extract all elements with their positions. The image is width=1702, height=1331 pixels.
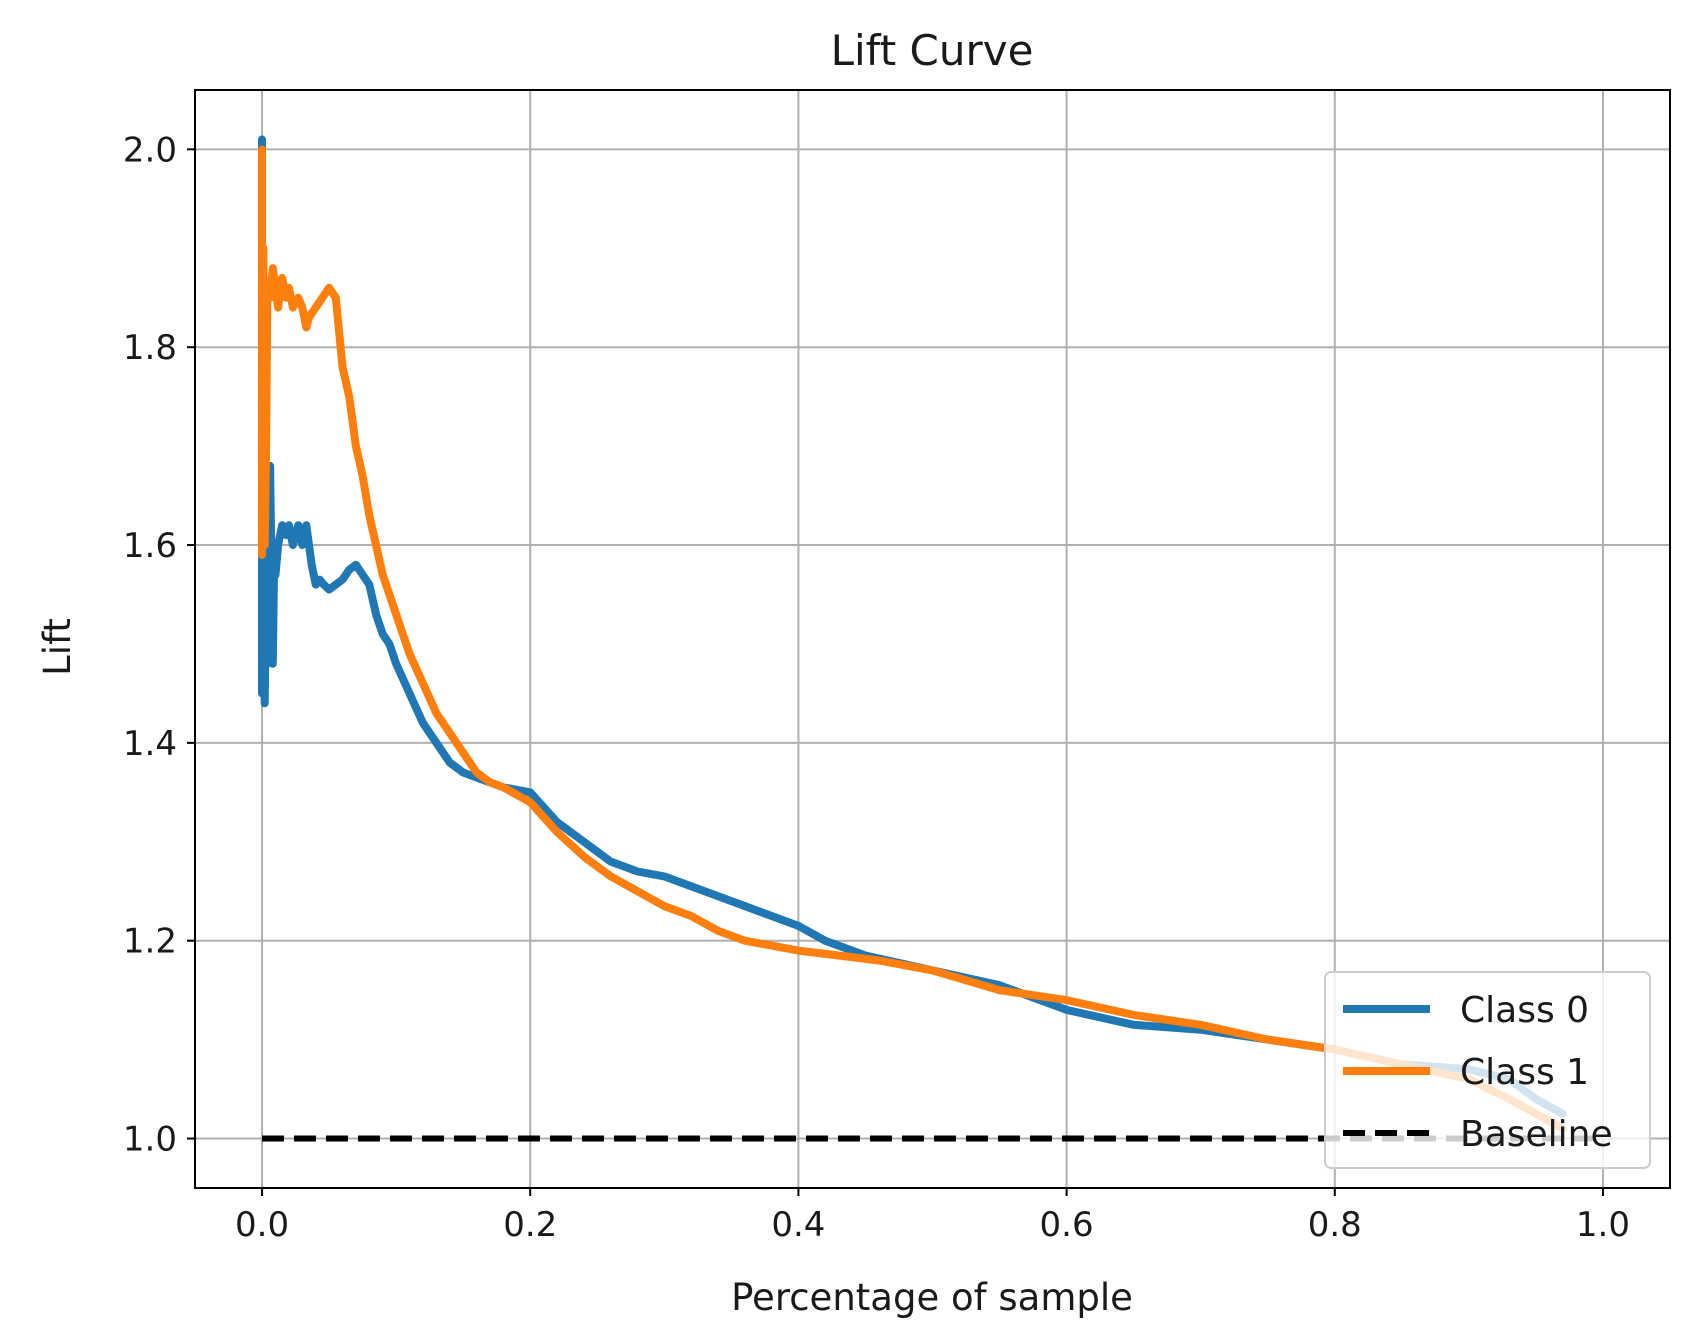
y-tick-label-1: 1.2 (123, 922, 177, 962)
series-layer (258, 135, 1603, 1142)
x-axis-ticks: 0.0 0.2 0.4 0.6 0.8 1.0 (235, 1188, 1630, 1245)
x-tick-label-1: 0.2 (503, 1205, 557, 1245)
legend-label-class-1: Class 1 (1460, 1052, 1589, 1093)
legend-label-class-0: Class 0 (1460, 990, 1589, 1031)
x-tick-label-3: 0.6 (1040, 1205, 1094, 1245)
y-tick-label-5: 2.0 (123, 130, 177, 170)
y-tick-label-2: 1.4 (123, 724, 177, 764)
x-tick-label-4: 0.8 (1308, 1205, 1362, 1245)
plot-frame (194, 89, 1671, 1189)
y-tick-label-3: 1.6 (123, 526, 177, 566)
x-tick-label-2: 0.4 (771, 1205, 825, 1245)
x-tick-label-0: 0.0 (235, 1205, 289, 1245)
y-tick-label-0: 1.0 (123, 1120, 177, 1160)
y-axis-ticks: 1.0 1.2 1.4 1.6 1.8 2.0 (123, 130, 195, 1160)
y-axis-label: Lift (36, 618, 79, 676)
series-line-class-1 (258, 145, 1567, 1133)
legend-label-baseline: Baseline (1460, 1114, 1613, 1155)
x-tick-label-5: 1.0 (1576, 1205, 1630, 1245)
legend-box (1324, 971, 1651, 1169)
legend: Class 0 Class 1 Baseline (1324, 971, 1651, 1169)
x-axis-label: Percentage of sample (731, 1276, 1133, 1319)
y-tick-label-4: 1.8 (123, 328, 177, 368)
chart-title: Lift Curve (831, 26, 1034, 75)
